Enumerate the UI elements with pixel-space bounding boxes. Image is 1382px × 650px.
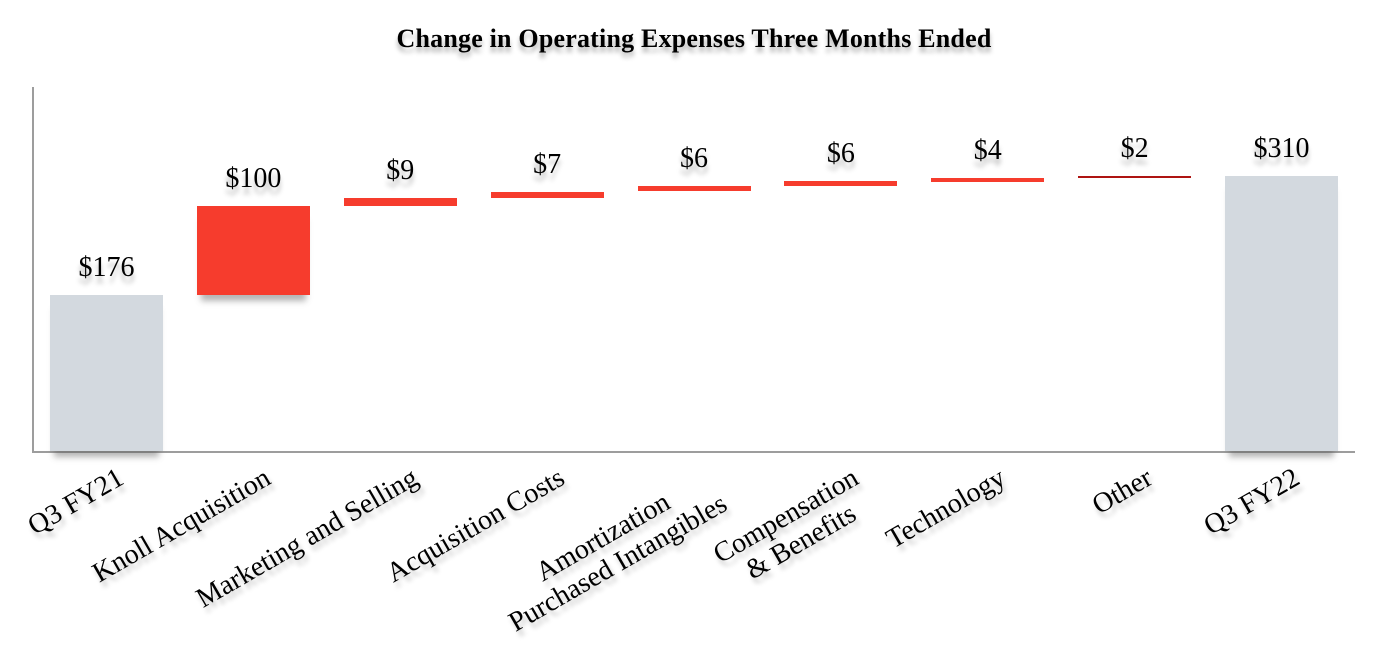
bar-compensation-benefits [784,181,898,186]
chart-title: Change in Operating Expenses Three Month… [396,24,992,53]
category-label-other: Other [1086,462,1158,521]
bar-marketing-and-selling [343,198,457,206]
category-label-q3-fy22: Q3 FY22 [1198,462,1305,542]
plot-area: $176 $100 $9 $7 $6 $6 $4 $2 $310 [32,87,1355,453]
category-label-q3-fy21: Q3 FY21 [23,462,130,542]
value-label-marketing-and-selling: $9 [386,155,415,186]
value-label-knoll-acquisition: $100 [225,163,282,194]
y-axis-line [32,87,34,453]
value-label-q3-fy22: $310 [1253,133,1310,164]
value-label-acquisition-costs: $7 [533,149,562,180]
category-label-line: Other [1086,462,1158,521]
category-label-compensation-benefits: Compensation & Benefits [708,462,879,596]
bar-q3-fy21 [49,295,163,451]
bar-technology [931,178,1045,182]
bar-q3-fy22 [1225,176,1339,451]
value-label-compensation-benefits: $6 [826,138,855,169]
bar-acquisition-costs [490,192,604,198]
value-label-q3-fy21: $176 [78,252,135,283]
bar-other [1078,176,1192,178]
x-axis-line [32,451,1355,453]
category-label-line: Q3 FY21 [23,462,130,542]
value-label-amortization-purchased-intangibles: $6 [680,143,708,174]
value-label-technology: $4 [973,135,1002,166]
category-label-line: Q3 FY22 [1198,462,1305,542]
bar-knoll-acquisition [196,206,310,295]
bar-amortization-purchased-intangibles [637,186,751,191]
value-label-other: $2 [1120,133,1149,164]
category-label-line: Technology [881,462,1011,555]
category-label-technology: Technology [881,462,1011,555]
